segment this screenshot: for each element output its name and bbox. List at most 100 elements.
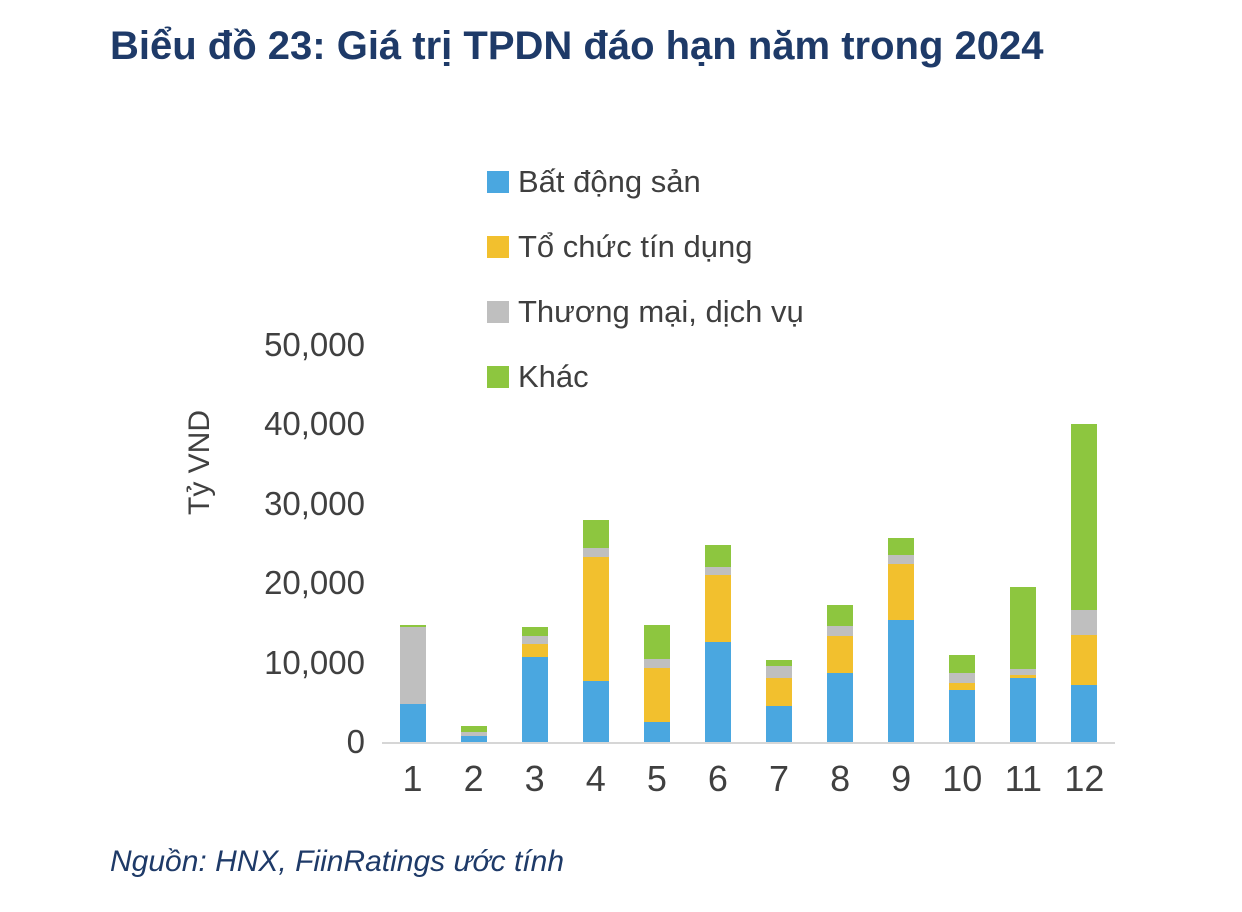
x-axis-labels: 1 2 3 4 5 6 7 8 9 10 11 12	[382, 758, 1115, 800]
stacked-bar-month-1	[399, 624, 426, 742]
bar-segment	[460, 726, 487, 733]
bar-segment	[766, 665, 792, 678]
plot-area	[382, 345, 1115, 744]
bar-segment	[827, 604, 854, 627]
bar-segment	[1010, 675, 1037, 679]
y-tick-label: 40,000	[264, 405, 365, 443]
bar-segment	[888, 619, 915, 742]
bar-segment	[949, 654, 976, 673]
bar-segment	[521, 657, 548, 742]
bar-segment	[704, 641, 731, 742]
x-tick-label: 8	[830, 758, 851, 799]
bar-segment	[888, 537, 915, 556]
bar-column	[687, 345, 748, 742]
bar-column	[382, 345, 443, 742]
bar-column	[565, 345, 626, 742]
bar-column	[748, 345, 809, 742]
bar-column	[810, 345, 871, 742]
bar-segment	[766, 706, 792, 742]
legend-label: Thương mại, dịch vụ	[518, 293, 804, 329]
stacked-bar-month-3	[521, 626, 548, 742]
x-tick-label: 11	[1004, 758, 1042, 799]
stacked-bar-month-2	[460, 726, 487, 742]
y-tick-label: 10,000	[264, 643, 365, 681]
legend-swatch	[487, 300, 509, 323]
bar-segment	[521, 644, 548, 658]
bars-row	[382, 345, 1115, 742]
bar-segment	[1071, 634, 1098, 685]
x-tick-label: 1	[402, 758, 423, 799]
y-tick-label: 0	[346, 723, 365, 760]
bar-segment	[704, 545, 731, 568]
bar-segment	[704, 567, 731, 576]
bar-segment	[1071, 610, 1098, 635]
legend-label: Khác	[518, 358, 589, 394]
bar-segment	[1071, 424, 1098, 611]
bar-segment	[399, 626, 426, 704]
stacked-bar-month-10	[949, 654, 976, 742]
legend-label: Tổ chức tín dụng	[518, 228, 753, 264]
legend-swatch	[487, 235, 509, 258]
bar-column	[626, 345, 687, 742]
bar-segment	[643, 624, 670, 659]
bar-segment	[1071, 684, 1098, 742]
bar-segment	[949, 690, 976, 742]
bar-segment	[460, 736, 487, 742]
stacked-bar-month-8	[827, 604, 854, 742]
x-tick-label: 12	[1064, 758, 1105, 799]
x-tick-label: 3	[524, 758, 545, 799]
bar-segment	[399, 703, 426, 742]
bar-segment	[888, 555, 915, 565]
bar-segment	[582, 680, 609, 742]
bar-column	[993, 345, 1054, 742]
bar-segment	[582, 548, 609, 558]
bar-segment	[643, 668, 670, 723]
legend-swatch	[487, 170, 509, 193]
x-tick-label: 9	[891, 758, 912, 799]
source-note: Nguồn: HNX, FiinRatings ước tính	[110, 845, 564, 878]
stacked-bar-month-11	[1010, 587, 1037, 742]
bar-segment	[827, 672, 854, 742]
bar-column	[871, 345, 932, 742]
x-tick-label: 6	[707, 758, 728, 799]
bar-column	[443, 345, 504, 742]
bar-segment	[949, 683, 976, 691]
legend-label: Bất động sản	[518, 163, 701, 199]
x-tick-label: 2	[463, 758, 484, 799]
x-tick-label: 5	[646, 758, 667, 799]
bar-segment	[460, 732, 487, 737]
bar-segment	[766, 677, 792, 707]
y-axis-title: Tỷ VND	[183, 410, 216, 515]
x-tick-label: 4	[585, 758, 606, 799]
bar-segment	[827, 635, 854, 673]
bar-column	[1054, 345, 1115, 742]
stacked-bar-month-4	[582, 519, 609, 742]
bar-segment	[521, 626, 548, 636]
bar-segment	[704, 575, 731, 642]
y-axis-ticks: 0 10,000 20,000 30,000 40,000 50,000	[225, 326, 365, 760]
legend-item: Khác	[487, 355, 804, 398]
chart-title: Biểu đồ 23: Giá trị TPDN đáo hạn năm tro…	[110, 24, 1044, 68]
x-tick-label: 10	[942, 758, 983, 799]
y-tick-label: 50,000	[264, 326, 365, 363]
y-tick-label: 20,000	[264, 564, 365, 602]
legend-item: Bất động sản	[487, 160, 804, 203]
bar-segment	[1010, 587, 1037, 669]
legend-item: Tổ chức tín dụng	[487, 225, 804, 268]
stacked-bar-month-9	[888, 537, 915, 742]
stacked-bar-month-6	[704, 545, 731, 742]
bar-segment	[582, 519, 609, 549]
bar-column	[504, 345, 565, 742]
bar-segment	[643, 722, 670, 742]
x-tick-label: 7	[768, 758, 790, 799]
legend-item: Thương mại, dịch vụ	[487, 290, 804, 333]
bar-segment	[1010, 668, 1037, 676]
bar-segment	[1010, 678, 1037, 742]
stacked-bar-month-5	[643, 624, 670, 742]
bar-segment	[949, 672, 976, 684]
bar-segment	[888, 564, 915, 620]
stacked-bar-month-12	[1071, 424, 1098, 742]
bar-segment	[521, 635, 548, 645]
legend: Bất động sản Tổ chức tín dụng Thương mại, …	[487, 160, 804, 420]
